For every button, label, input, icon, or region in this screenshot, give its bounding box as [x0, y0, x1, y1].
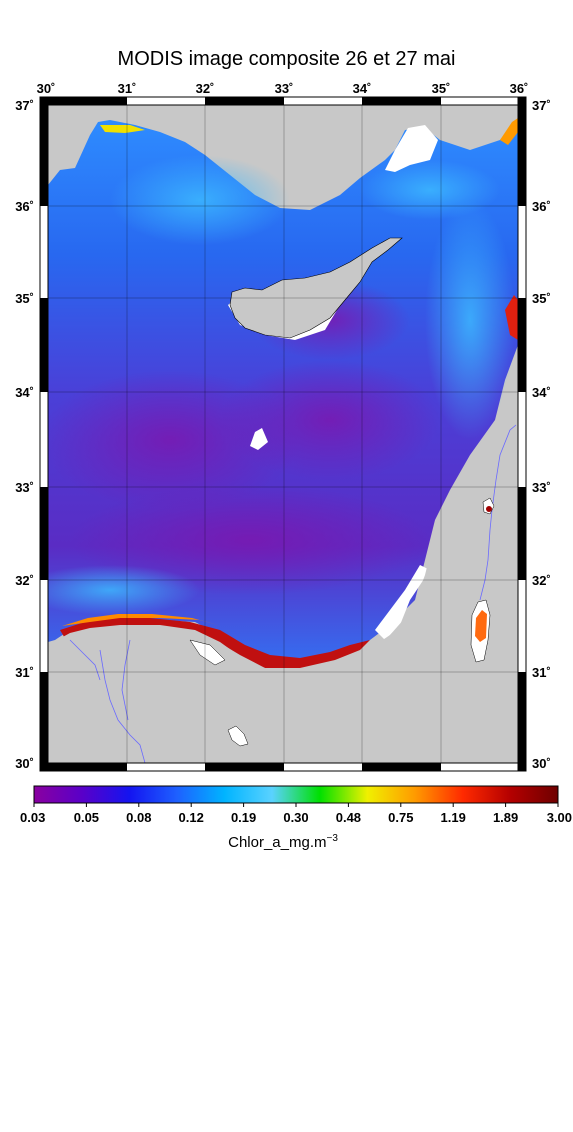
colorbar-ticks — [33, 803, 559, 807]
colorbar-tick-label: 3.00 — [547, 810, 572, 825]
coastal-bloom — [62, 614, 222, 626]
inland-lake — [189, 639, 226, 666]
lat-label: 32˚ — [532, 573, 551, 588]
egypt-coast — [48, 355, 518, 763]
lon-label: 32˚ — [196, 81, 215, 96]
high-chl-zone — [48, 565, 200, 615]
colorbar-labels: 0.03 0.05 0.08 0.12 0.19 0.30 0.48 0.75 1.19 1.89… — [20, 810, 572, 825]
colorbar-tick-label: 0.12 — [179, 810, 204, 825]
colorbar-tick-label: 0.19 — [231, 810, 256, 825]
lat-label: 37˚ — [532, 98, 551, 113]
colorbar-tick-label: 0.05 — [74, 810, 99, 825]
high-chl-zone — [425, 200, 515, 440]
lat-label: 35˚ — [532, 291, 551, 306]
frame-border-right — [518, 97, 526, 771]
colorbar-unit-label: Chlor_a_mg.m−3 — [228, 833, 338, 851]
coastal-bloom — [500, 118, 518, 145]
no-data-patch — [385, 125, 438, 172]
dead-sea-bloom — [475, 610, 487, 642]
lat-label: 31˚ — [532, 665, 551, 680]
lake-galilee-bloom — [486, 506, 492, 512]
lat-label: 30˚ — [15, 756, 34, 771]
longitude-labels: 30˚ 31˚ 32˚ 33˚ 34˚ 35˚ 36˚ — [37, 81, 529, 96]
graticule — [48, 105, 518, 763]
colorbar-tick-label: 1.19 — [441, 810, 466, 825]
lon-label: 30˚ — [37, 81, 56, 96]
frame-border-right-outline — [517, 96, 527, 772]
inland-lake — [227, 725, 249, 747]
lat-label: 35˚ — [15, 291, 34, 306]
map-title: MODIS image composite 26 et 27 mai — [117, 48, 456, 70]
frame-border-left — [40, 97, 48, 771]
lat-label: 36˚ — [532, 199, 551, 214]
lon-label: 33˚ — [275, 81, 294, 96]
coastal-bloom — [100, 125, 145, 133]
nile-rivers — [69, 424, 517, 763]
colorbar — [33, 785, 559, 804]
high-chl-zone — [110, 155, 290, 245]
lat-label: 30˚ — [532, 756, 551, 771]
colorbar-tick-label: 0.08 — [126, 810, 151, 825]
colorbar-tick-label: 0.03 — [20, 810, 45, 825]
lon-label: 31˚ — [118, 81, 137, 96]
frame-border-bottom — [48, 763, 441, 771]
lat-label: 33˚ — [15, 480, 34, 495]
unit-text: Chlor_a_mg.m — [228, 834, 326, 851]
lat-label: 34˚ — [15, 385, 34, 400]
colorbar-tick-label: 0.48 — [336, 810, 361, 825]
lat-label: 36˚ — [15, 199, 34, 214]
frame-border-top — [48, 97, 441, 105]
low-chl-zone — [70, 485, 430, 595]
lat-label: 31˚ — [15, 665, 34, 680]
lon-label: 36˚ — [510, 81, 529, 96]
low-chl-zone — [220, 360, 440, 480]
unit-exponent: −3 — [326, 833, 338, 844]
lon-label: 35˚ — [432, 81, 451, 96]
map-area — [48, 105, 518, 763]
latitude-labels-left: 37˚ 36˚ 35˚ 34˚ 33˚ 32˚ 31˚ 30˚ — [15, 98, 34, 771]
lat-label: 37˚ — [15, 98, 34, 113]
lat-label: 33˚ — [532, 480, 551, 495]
no-data-patch — [375, 565, 430, 640]
frame-border-left-outline — [39, 96, 49, 772]
lon-label: 34˚ — [353, 81, 372, 96]
colorbar-tick-label: 0.30 — [283, 810, 308, 825]
colorbar-tick-label: 0.75 — [388, 810, 413, 825]
lat-label: 34˚ — [532, 385, 551, 400]
latitude-labels-right: 37˚ 36˚ 35˚ 34˚ 33˚ 32˚ 31˚ 30˚ — [532, 98, 551, 771]
no-data-patch — [250, 428, 268, 450]
coastal-bloom — [505, 295, 518, 340]
colorbar-tick-label: 1.89 — [493, 810, 518, 825]
lat-label: 32˚ — [15, 573, 34, 588]
coastal-bloom — [60, 618, 370, 668]
cyprus-island — [229, 237, 403, 339]
